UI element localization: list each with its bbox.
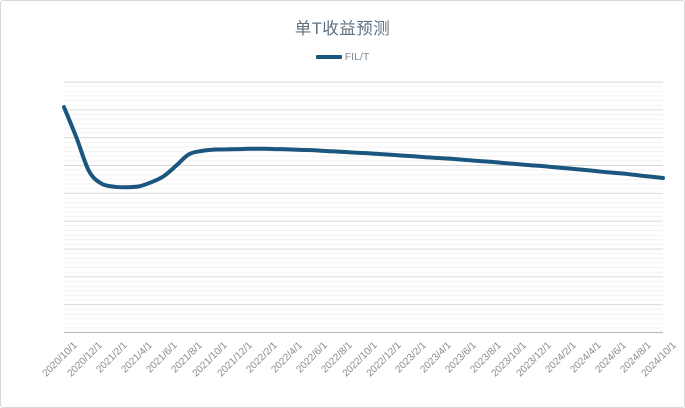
chart-title: 单T收益预测	[294, 20, 391, 38]
legend-line-marker	[315, 55, 342, 59]
legend: FIL/T	[1, 51, 684, 63]
legend-series-label: FIL/T	[344, 51, 370, 63]
series-line-fil-t	[62, 105, 665, 190]
